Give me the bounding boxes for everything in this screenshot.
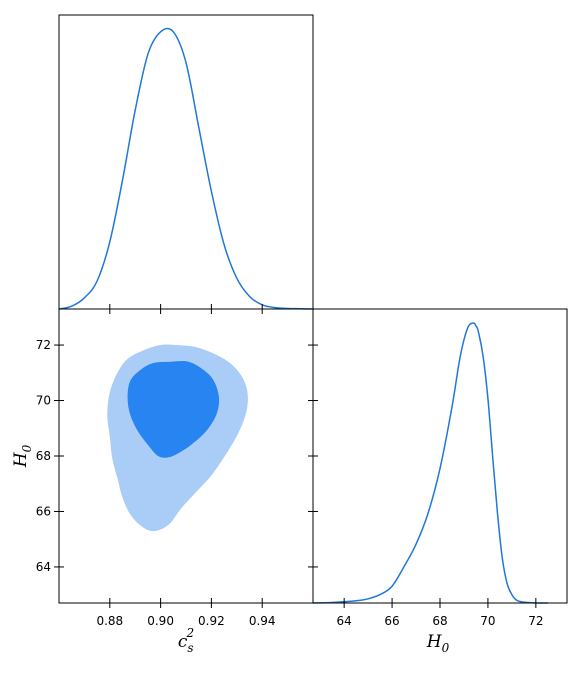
joint-y-tick-label-3: 70	[36, 394, 51, 408]
joint-x-ticks: 0.88 0.90 0.92 0.94	[96, 598, 276, 628]
joint-x-tick-label-2: 0.92	[198, 614, 225, 628]
joint-x-tick-label-3: 0.94	[249, 614, 276, 628]
cs2-marginal-frame	[58, 14, 314, 310]
h0-x-tick-label-4: 72	[528, 614, 543, 628]
joint-x-tick-label-1: 0.90	[147, 614, 174, 628]
x-axis-label-h0: H0	[426, 632, 450, 655]
y-axis-label-h0: H0	[11, 444, 34, 468]
panel-cs2-marginal	[58, 14, 314, 314]
joint-y-tick-label-0: 64	[36, 560, 51, 574]
x-axis-label-cs2: cs2	[178, 626, 194, 655]
joint-y-tick-label-1: 66	[36, 504, 51, 518]
h0-marginal-frame	[312, 308, 568, 604]
joint-x-tick-label-0: 0.88	[96, 614, 123, 628]
h0-x-tick-label-2: 68	[432, 614, 447, 628]
h0-x-ticks: 64 66 68 70 72	[337, 598, 543, 628]
panel-joint-contours: 0.88 0.90 0.92 0.94 64 66 68 70 72 cs2 H0	[11, 308, 318, 655]
h0-x-tick-label-3: 70	[480, 614, 495, 628]
joint-y-tick-label-4: 72	[36, 338, 51, 352]
h0-x-tick-label-0: 64	[337, 614, 352, 628]
h0-posterior-curve	[312, 322, 548, 604]
contour-68	[127, 361, 220, 458]
cs2-posterior-curve	[58, 27, 314, 310]
h0-x-tick-label-1: 66	[384, 614, 399, 628]
panel-h0-marginal: 64 66 68 70 72 H0	[312, 308, 568, 655]
joint-y-tick-label-2: 68	[36, 449, 51, 463]
joint-y-ticks: 64 66 68 70 72	[36, 338, 318, 574]
